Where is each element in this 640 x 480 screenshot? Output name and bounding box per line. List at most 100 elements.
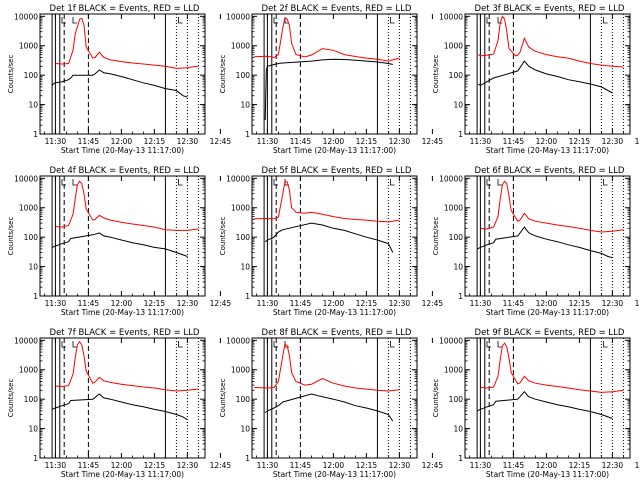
y-tick-label: 10 [28,101,38,110]
x-tick-label: 12:15 [356,461,378,470]
x-tick-label: 12:00 [323,137,345,146]
x-tick-label: 11:30 [470,461,492,470]
x-tick-label: 12:15 [569,299,591,308]
x-tick-label: 12:45 [422,299,444,308]
y-tick-label: 1 [458,454,463,463]
x-tick-label: 11:45 [78,299,100,308]
bracket-mark [486,179,491,186]
y-tick-label: 100 [449,71,464,80]
series-line-black [264,58,393,121]
plot-frame [39,13,206,135]
bracket-mark [603,17,608,24]
bracket-mark [61,17,66,24]
y-tick-label: 1 [33,292,38,301]
x-tick-label: 12:30 [177,299,199,308]
y-tick-label: 10 [240,263,250,272]
x-tick-label: 12:15 [144,299,166,308]
y-tick-label: 100 [24,233,39,242]
y-tick-label: 10 [453,425,463,434]
x-tick-label: 12:00 [111,461,133,470]
series-line-black [51,393,188,421]
series-line-red [480,342,624,393]
bracket-mark [497,179,502,186]
y-tick-label: 1000 [19,204,38,213]
x-axis-label: Start Time (20-May-13 11:17:00) [273,146,396,155]
y-tick-label: 1000 [19,366,38,375]
x-tick-label: 11:30 [257,137,279,146]
series-line-red [480,180,624,233]
x-axis-label: Start Time (20-May-13 11:17:00) [486,146,609,155]
bracket-mark [273,341,278,348]
y-tick-label: 10000 [226,12,250,21]
x-tick-label: 11:30 [470,299,492,308]
y-tick-label: 10 [28,425,38,434]
y-tick-label: 10 [453,101,463,110]
x-tick-label: 11:45 [503,137,525,146]
x-axis-label: Start Time (20-May-13 11:17:00) [486,470,609,479]
series-line-red [254,16,400,62]
y-tick-label: 1 [245,454,250,463]
y-axis-label: Counts/sec [432,217,440,256]
panel-title: Det 5f BLACK = Events, RED = LLD [262,166,412,176]
series-line-black [476,390,613,419]
plot-frame [39,337,206,459]
panel-title: Det 2f BLACK = Events, RED = LLD [262,4,412,14]
x-axis-label: Start Time (20-May-13 11:17:00) [486,308,609,317]
x-tick-label: 12:45 [422,137,444,146]
y-tick-label: 1 [458,130,463,139]
plot-frame [251,175,418,297]
y-tick-label: 1 [458,292,463,301]
y-tick-label: 1000 [444,204,463,213]
plot-frame [251,13,418,135]
x-tick-label: 12:30 [177,137,199,146]
y-tick-label: 1 [245,292,250,301]
plot-frame [39,175,206,297]
x-tick-label: 12:45 [422,461,444,470]
bracket-mark [178,17,183,24]
panel-title: Det 7f BLACK = Events, RED = LLD [50,328,200,338]
bracket-mark [390,179,395,186]
x-tick-label: 12:30 [389,137,411,146]
series-line-red [254,343,400,392]
y-tick-label: 10 [240,425,250,434]
x-axis-label: Start Time (20-May-13 11:17:00) [61,308,184,317]
bracket-mark [61,179,66,186]
panel-title: Det 9f BLACK = Events, RED = LLD [475,328,625,338]
x-tick-label: 12:00 [111,299,133,308]
x-tick-label: 12:45 [635,299,640,308]
y-tick-label: 10000 [14,12,38,21]
panel-7: Det 7f BLACK = Events, RED = LLD Counts/s… [7,328,231,479]
panel-6: Det 6f BLACK = Events, RED = LLD Counts/s… [432,166,640,317]
x-axis-label: Start Time (20-May-13 11:17:00) [273,308,396,317]
x-tick-label: 12:30 [177,461,199,470]
x-axis-label: Start Time (20-May-13 11:17:00) [61,146,184,155]
bracket-mark [178,341,183,348]
x-tick-label: 12:45 [635,461,640,470]
series-line-black [51,69,188,98]
x-tick-label: 12:00 [111,137,133,146]
panel-2: Det 2f BLACK = Events, RED = LLD Counts/s… [219,4,443,155]
x-axis-label: Start Time (20-May-13 11:17:00) [61,470,184,479]
y-tick-label: 100 [24,395,39,404]
x-tick-label: 12:15 [144,137,166,146]
x-axis-label: Start Time (20-May-13 11:17:00) [273,470,396,479]
x-tick-label: 12:00 [536,299,558,308]
plot-frame [464,13,631,135]
y-axis-label: Counts/sec [432,379,440,418]
x-tick-label: 12:15 [569,461,591,470]
y-tick-label: 1000 [231,42,250,51]
y-tick-label: 1 [245,130,250,139]
y-axis-label: Counts/sec [219,55,227,94]
x-tick-label: 11:30 [45,137,67,146]
x-tick-label: 12:30 [602,137,624,146]
bracket-mark [390,341,395,348]
y-tick-label: 10000 [14,336,38,345]
x-tick-label: 12:15 [569,137,591,146]
series-line-red [55,17,199,69]
x-tick-label: 11:45 [78,461,100,470]
panel-title: Det 1f BLACK = Events, RED = LLD [50,4,200,14]
panel-1: Det 1f BLACK = Events, RED = LLD Counts/s… [7,4,231,155]
series-line-black [264,393,394,422]
y-tick-label: 1000 [19,42,38,51]
y-axis-label: Counts/sec [219,217,227,256]
